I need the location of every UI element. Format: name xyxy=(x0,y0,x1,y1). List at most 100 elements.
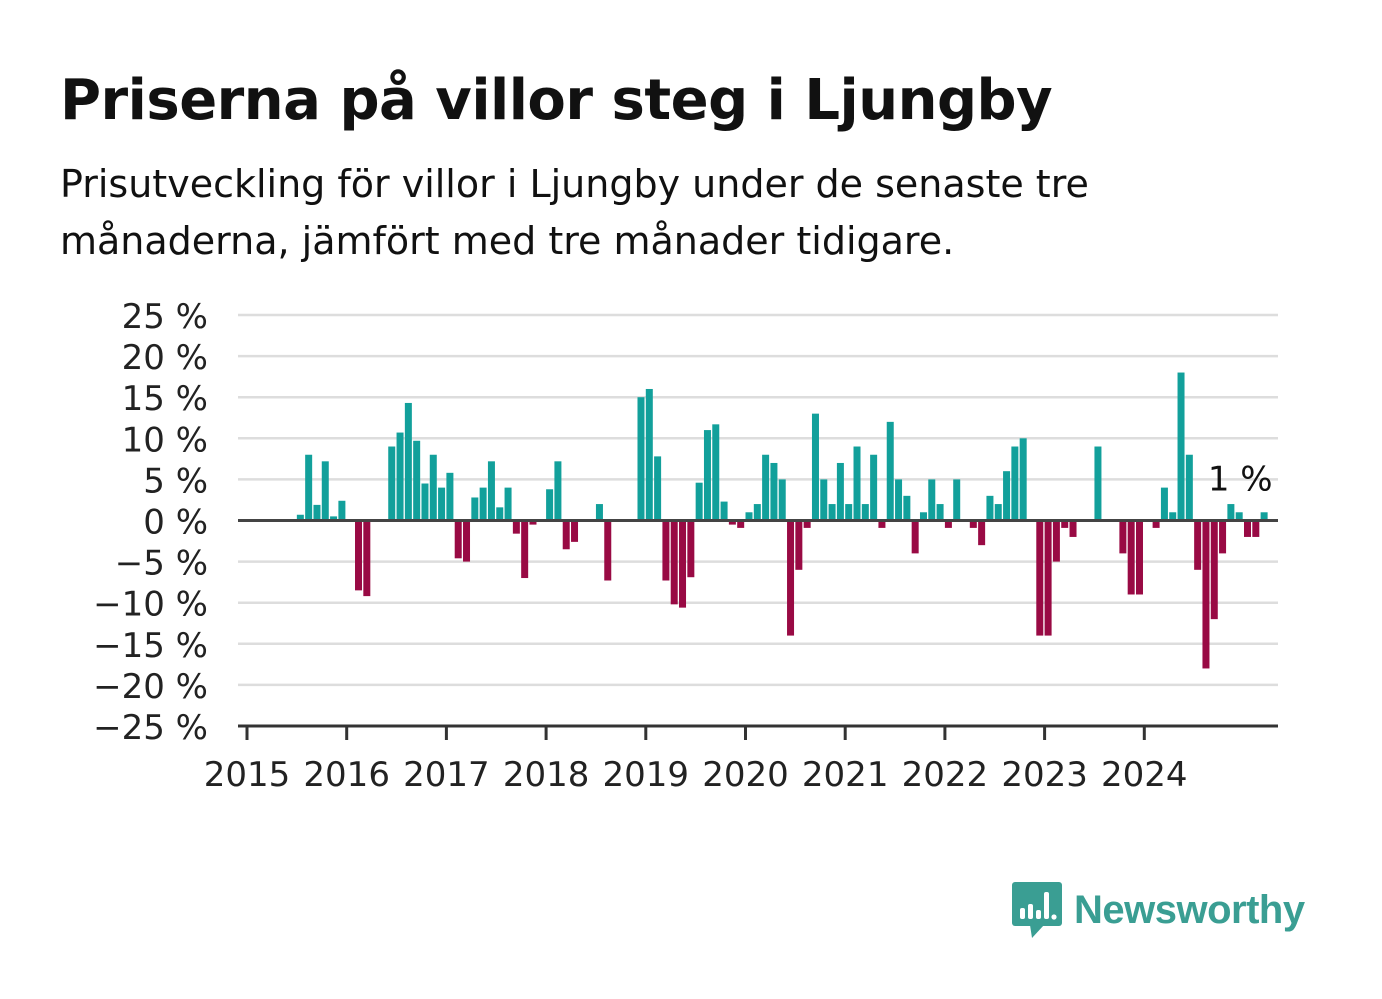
bar xyxy=(1094,446,1102,521)
bar xyxy=(454,520,462,559)
bar xyxy=(878,520,886,528)
y-tick-label: −25 % xyxy=(93,708,208,748)
bar xyxy=(1036,520,1044,636)
y-tick-label: 20 % xyxy=(122,338,208,378)
bar xyxy=(1210,520,1218,620)
bar xyxy=(479,487,487,521)
bar xyxy=(919,512,927,521)
y-tick-label: 0 % xyxy=(143,503,208,543)
y-tick-label: 10 % xyxy=(122,420,208,460)
bar xyxy=(1177,372,1185,521)
bar xyxy=(820,479,828,521)
bar xyxy=(1003,471,1011,521)
bar xyxy=(762,454,770,521)
x-tick-label: 2017 xyxy=(403,755,490,795)
bar xyxy=(355,520,363,591)
y-tick-label: −15 % xyxy=(93,626,208,666)
bar xyxy=(911,520,919,554)
x-tick-label: 2016 xyxy=(303,755,390,795)
bar xyxy=(1260,512,1268,521)
x-tick-label: 2015 xyxy=(204,755,291,795)
bar xyxy=(546,489,554,521)
bar xyxy=(1235,512,1243,521)
bar xyxy=(388,446,396,521)
bar xyxy=(413,440,421,521)
bar xyxy=(645,388,653,521)
x-tick-label: 2019 xyxy=(603,755,690,795)
bar xyxy=(1219,520,1227,554)
bar xyxy=(720,501,728,521)
x-tick-label: 2020 xyxy=(702,755,789,795)
bar xyxy=(487,461,495,521)
bar xyxy=(512,520,520,534)
bar xyxy=(811,413,819,521)
bar xyxy=(928,479,936,521)
bar xyxy=(969,520,977,528)
bar xyxy=(712,424,720,521)
x-tick-label: 2021 xyxy=(802,755,889,795)
bar xyxy=(1202,520,1210,669)
bar xyxy=(529,520,537,525)
bars xyxy=(296,372,1268,669)
bar xyxy=(944,520,952,528)
bar xyxy=(861,504,869,521)
bar xyxy=(554,461,562,521)
bar xyxy=(1011,446,1019,521)
gridlines xyxy=(238,313,1278,687)
bar xyxy=(828,504,836,521)
bar xyxy=(986,495,994,521)
y-tick-label: −5 % xyxy=(115,544,208,584)
bar xyxy=(571,520,579,542)
bar xyxy=(604,520,612,581)
bar xyxy=(1069,520,1077,537)
bar xyxy=(1019,438,1027,521)
bar xyxy=(1135,520,1143,595)
bar xyxy=(728,520,736,525)
bar xyxy=(637,397,645,521)
bar xyxy=(745,512,753,521)
newsworthy-logo-icon xyxy=(1012,882,1062,938)
bar xyxy=(853,446,861,521)
bar xyxy=(1152,520,1160,528)
bar xyxy=(845,504,853,521)
bar xyxy=(504,487,512,521)
x-axis-labels: 2015 2016 2017 2018 2019 2020 2021 2022 2023 2024 xyxy=(204,755,1188,795)
chart-title: Priserna på villor steg i Ljungby xyxy=(60,68,1053,133)
bar xyxy=(438,487,446,521)
bar xyxy=(562,520,570,550)
bar xyxy=(1194,520,1202,570)
bar xyxy=(903,495,911,521)
bar xyxy=(296,514,304,521)
bar xyxy=(421,483,429,521)
bar xyxy=(1160,487,1168,521)
bar xyxy=(737,520,745,528)
annotations: 1 % xyxy=(1208,459,1273,499)
newsworthy-logo-text: Newsworthy xyxy=(1074,887,1305,932)
bar xyxy=(787,520,795,636)
bar xyxy=(670,520,678,605)
newsworthy-logo[interactable]: Newsworthy xyxy=(1010,880,1305,940)
bar xyxy=(978,520,986,546)
bar xyxy=(396,432,404,521)
bar xyxy=(886,421,894,521)
bar xyxy=(654,456,662,521)
bar xyxy=(463,520,471,562)
y-tick-label: −10 % xyxy=(93,585,208,625)
bar xyxy=(695,482,703,521)
bar xyxy=(1061,520,1069,528)
bar xyxy=(595,504,603,521)
annotation-label: 1 % xyxy=(1208,459,1273,499)
bar xyxy=(330,516,338,521)
bar xyxy=(404,402,412,521)
bar xyxy=(1044,520,1052,636)
bar xyxy=(795,520,803,570)
bar xyxy=(496,507,504,521)
x-tick-label: 2023 xyxy=(1001,755,1088,795)
bar xyxy=(1119,520,1127,554)
y-tick-label: 25 % xyxy=(122,297,208,337)
x-tick-label: 2024 xyxy=(1101,755,1188,795)
bar xyxy=(1052,520,1060,562)
bar xyxy=(446,472,454,521)
bar xyxy=(870,454,878,521)
